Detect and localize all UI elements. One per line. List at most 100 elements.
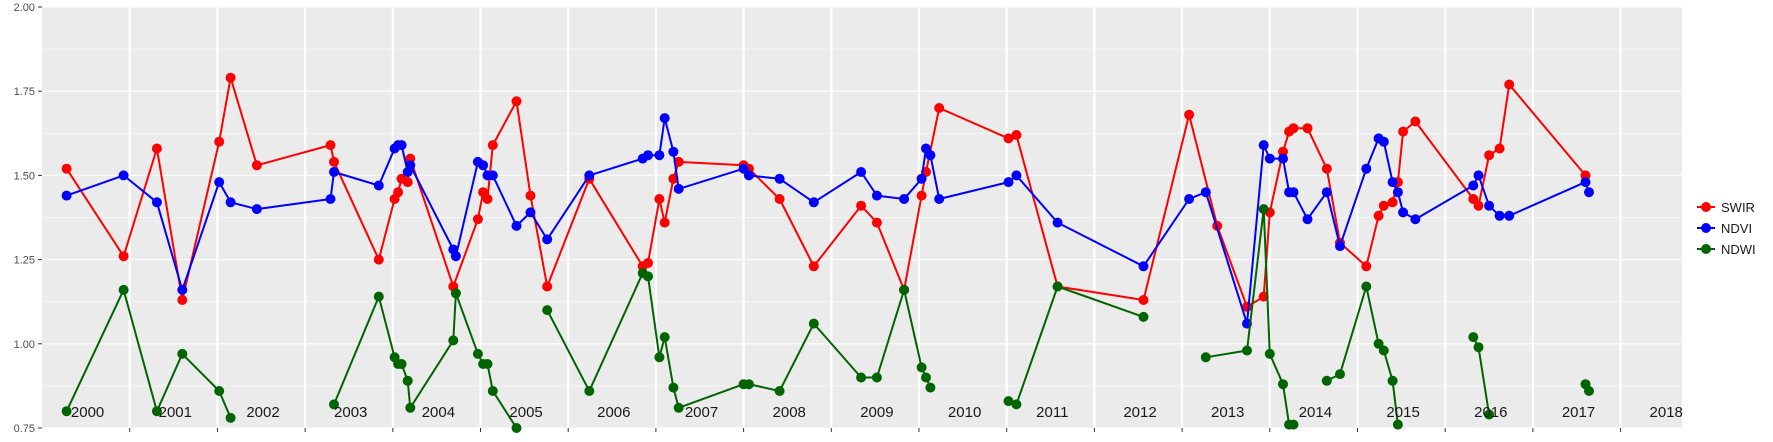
data-point-ndvi xyxy=(487,170,498,181)
y-tick-label: 0.75 xyxy=(14,423,35,435)
data-point-ndvi xyxy=(1003,177,1014,188)
data-point-ndwi xyxy=(899,284,910,295)
data-point-swir xyxy=(774,194,785,204)
data-point-ndvi xyxy=(738,163,749,174)
data-point-ndwi xyxy=(1335,369,1345,380)
data-point-ndvi xyxy=(1504,210,1515,221)
data-point-ndvi xyxy=(214,177,225,188)
year-labels: 2000 2001 2002 2003 2004 2005 2006 2007 2008 2009… xyxy=(71,404,1683,421)
year-label: 2001 xyxy=(159,404,192,421)
data-point-ndvi xyxy=(808,197,819,208)
data-point-ndvi xyxy=(1321,187,1332,198)
data-point-ndvi xyxy=(643,150,653,161)
data-point-ndvi xyxy=(511,220,522,231)
legend: SWIR NDVI NDWI xyxy=(1697,200,1756,257)
data-point-ndwi xyxy=(1484,409,1495,420)
data-point-swir xyxy=(251,160,262,171)
data-point-ndwi xyxy=(214,386,225,396)
data-point-ndvi xyxy=(396,140,407,151)
data-point-swir xyxy=(542,281,553,292)
data-point-ndvi xyxy=(925,150,936,161)
data-point-swir xyxy=(1494,143,1505,154)
data-point-ndwi xyxy=(1584,386,1594,396)
data-point-swir xyxy=(808,261,819,272)
data-point-ndvi xyxy=(1011,170,1022,181)
data-point-ndvi xyxy=(1258,140,1269,151)
data-point-ndvi xyxy=(325,194,336,204)
data-point-swir xyxy=(934,103,945,113)
y-tick-label: 1.25 xyxy=(14,255,35,267)
data-point-ndvi xyxy=(774,173,785,184)
data-point-ndwi xyxy=(659,332,670,343)
year-label: 2012 xyxy=(1123,404,1156,421)
data-point-swir xyxy=(856,200,867,211)
series-ndwi xyxy=(61,204,1594,433)
year-label: 2016 xyxy=(1474,404,1507,421)
data-point-ndvi xyxy=(1494,210,1505,221)
grid-lines xyxy=(42,6,1682,429)
data-point-swir xyxy=(1387,197,1398,208)
data-point-ndvi xyxy=(1361,163,1372,174)
data-point-ndvi xyxy=(1378,136,1389,147)
data-point-swir xyxy=(871,217,882,228)
data-point-swir xyxy=(1288,123,1299,134)
year-label: 2000 xyxy=(71,404,104,421)
data-point-swir xyxy=(1321,163,1332,174)
data-point-ndwi xyxy=(487,386,498,396)
data-point-ndvi xyxy=(1264,153,1275,164)
year-label: 2013 xyxy=(1211,404,1244,421)
data-point-ndvi xyxy=(899,194,910,204)
legend-key-dot xyxy=(1701,244,1711,254)
data-point-swir xyxy=(1003,133,1014,144)
data-point-ndwi xyxy=(925,382,936,393)
data-point-ndvi xyxy=(1302,214,1313,225)
data-point-swir xyxy=(118,251,129,262)
year-label: 2007 xyxy=(685,404,718,421)
y-tick-label: 1.75 xyxy=(14,86,35,98)
data-point-swir xyxy=(151,143,162,154)
data-point-ndwi xyxy=(1011,399,1022,410)
data-point-ndvi xyxy=(151,197,162,208)
data-point-swir xyxy=(525,190,536,201)
data-point-swir xyxy=(1473,200,1484,211)
y-tick-label: 1.00 xyxy=(14,339,35,351)
data-point-swir xyxy=(1410,116,1421,127)
data-point-ndwi xyxy=(921,372,931,383)
data-point-ndwi xyxy=(450,288,461,299)
data-point-swir xyxy=(177,295,188,305)
data-point-swir xyxy=(472,214,483,225)
data-point-ndvi xyxy=(659,113,670,124)
data-point-swir xyxy=(61,163,72,174)
data-point-swir xyxy=(214,136,225,147)
data-point-ndvi xyxy=(916,173,927,184)
data-point-swir xyxy=(511,96,522,107)
data-point-ndvi xyxy=(1473,170,1484,181)
data-point-ndvi xyxy=(1580,177,1591,188)
data-point-ndwi xyxy=(225,412,236,423)
data-point-ndwi xyxy=(396,359,407,369)
data-point-ndvi xyxy=(1484,200,1495,211)
data-point-ndwi xyxy=(151,406,162,417)
year-label: 2015 xyxy=(1386,404,1419,421)
data-point-ndvi xyxy=(1138,261,1149,272)
data-point-ndvi xyxy=(525,207,536,218)
legend-label: NDWI xyxy=(1721,242,1756,257)
y-axis: 0.75 1.00 1.25 1.50 1.75 2.00 xyxy=(14,2,1622,435)
year-label: 2010 xyxy=(948,404,981,421)
data-point-ndvi xyxy=(1052,217,1063,228)
legend-key-dot xyxy=(1701,202,1711,212)
data-point-swir xyxy=(393,187,404,198)
data-point-ndvi xyxy=(1288,187,1299,198)
data-point-swir xyxy=(487,140,498,151)
data-point-ndwi xyxy=(511,423,522,433)
data-point-ndwi xyxy=(177,348,188,359)
data-point-ndwi xyxy=(743,379,754,390)
data-point-ndvi xyxy=(1468,180,1479,191)
data-point-ndvi xyxy=(1584,187,1594,198)
data-point-swir xyxy=(482,194,493,204)
data-point-swir xyxy=(1302,123,1313,134)
data-point-ndwi xyxy=(1242,345,1252,356)
data-point-swir xyxy=(1011,130,1022,140)
data-point-ndvi xyxy=(118,170,129,181)
data-point-ndvi xyxy=(373,180,384,191)
